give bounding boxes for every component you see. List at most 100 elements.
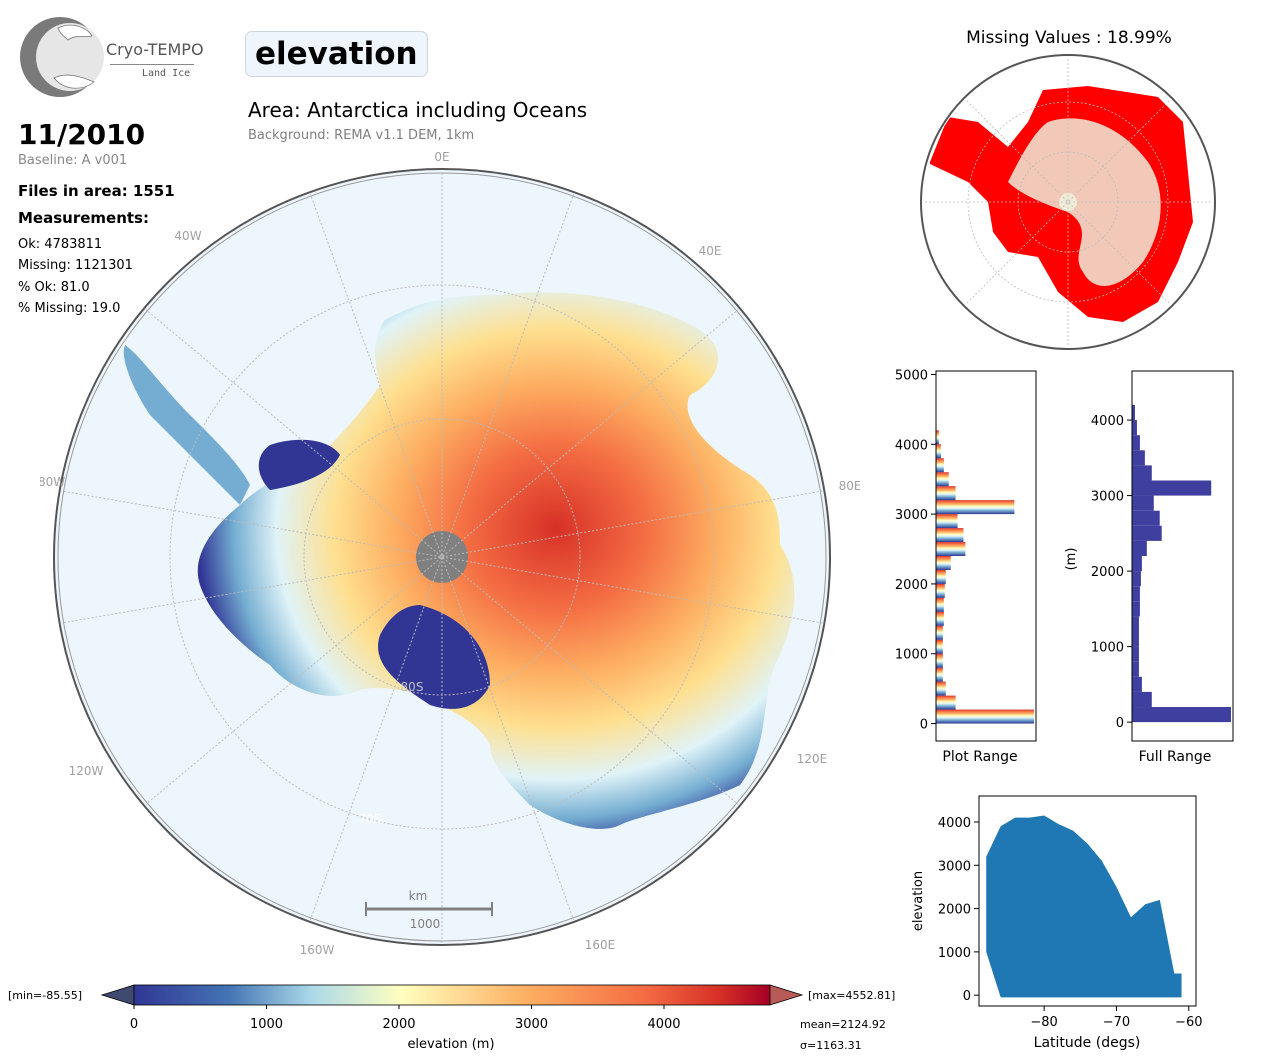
files-count: Files in area: 1551 bbox=[18, 182, 175, 200]
hist-plot-tick-label: 1000 bbox=[895, 648, 928, 663]
hist-full-bar bbox=[1132, 525, 1162, 541]
stat-pct-ok: % Ok: 81.0 bbox=[18, 280, 90, 295]
scatter-xtick-label: −80 bbox=[1030, 1015, 1057, 1030]
scatter-ytick-label: 2000 bbox=[938, 903, 971, 918]
hist-plot-bar bbox=[936, 528, 964, 543]
hist-plot-bar bbox=[936, 569, 946, 584]
scatter-elevation-latitude: −80 −70 −60 0 1000 2000 3000 4000 elevation Lat… bbox=[911, 795, 1202, 1051]
stat-missing: Missing: 1121301 bbox=[18, 258, 133, 273]
hist-full-bar bbox=[1132, 661, 1139, 677]
logo-divider bbox=[110, 64, 194, 65]
lon-label-120e: 120E bbox=[797, 752, 828, 766]
scale-value: 1000 bbox=[410, 917, 441, 931]
colorbar-label: elevation (m) bbox=[407, 1037, 494, 1052]
measurements-heading: Measurements: bbox=[18, 209, 149, 227]
hist-full-bar bbox=[1132, 556, 1142, 572]
histogram-full-range: 0 1000 2000 3000 4000 (m) Full Range bbox=[1064, 370, 1234, 765]
period-date: 11/2010 bbox=[18, 118, 146, 151]
scatter-ytick-label: 4000 bbox=[938, 816, 971, 831]
scatter-ytick-label: 0 bbox=[963, 989, 971, 1004]
histogram-full-range-xlabel: Full Range bbox=[1139, 749, 1212, 765]
stat-pct-missing: % Missing: 19.0 bbox=[18, 301, 121, 316]
elevation-map: 0E 40E 80E 120E 160E 160W 120W 80W 40W 8… bbox=[40, 150, 860, 957]
hist-plot-tick-label: 0 bbox=[920, 718, 928, 733]
baseline-label: Baseline: A v001 bbox=[18, 153, 128, 168]
colorbar-ticks: 0 1000 2000 3000 4000 bbox=[130, 1005, 681, 1032]
hist-full-bar bbox=[1132, 571, 1141, 587]
lat-label-70s: 70S bbox=[359, 812, 382, 826]
hist-full-bar bbox=[1132, 691, 1152, 708]
scatter-xtick-label: −60 bbox=[1175, 1015, 1202, 1030]
lon-label-160w: 160W bbox=[300, 943, 335, 957]
hist-plot-bar bbox=[936, 542, 966, 556]
hist-full-tick-label: 1000 bbox=[1091, 641, 1124, 656]
antarctic-peninsula bbox=[123, 345, 250, 505]
colorbar-sigma: σ=1163.31 bbox=[800, 1039, 862, 1052]
variable-title: elevation bbox=[245, 31, 428, 77]
missing-values-map bbox=[920, 54, 1216, 350]
hist-full-bar bbox=[1132, 465, 1152, 481]
lon-label-80e: 80E bbox=[839, 479, 860, 493]
hist-full-bar bbox=[1132, 435, 1140, 451]
colorbar-tick-label: 3000 bbox=[515, 1017, 548, 1032]
hist-full-tick-label: 3000 bbox=[1091, 490, 1124, 505]
scatter-ytick-label: 3000 bbox=[938, 859, 971, 874]
hist-full-tick-label: 2000 bbox=[1091, 565, 1124, 580]
scatter-xlabel: Latitude (degs) bbox=[1034, 1035, 1141, 1051]
hist-plot-bar bbox=[936, 472, 949, 487]
hist-full-bar bbox=[1132, 631, 1139, 647]
hist-plot-bar bbox=[936, 597, 944, 612]
hist-plot-bar bbox=[936, 486, 956, 501]
hist-plot-bar bbox=[936, 639, 943, 654]
hist-full-bar bbox=[1132, 540, 1147, 556]
hist-plot-bar bbox=[936, 583, 945, 598]
hist-plot-bar bbox=[936, 514, 958, 529]
ross-ice-shelf bbox=[378, 605, 490, 709]
lon-label-80w: 80W bbox=[40, 475, 65, 489]
hist-full-bar bbox=[1132, 420, 1137, 436]
histogram-plot-range-xlabel: Plot Range bbox=[942, 749, 1017, 765]
hist-plot-bar bbox=[936, 556, 951, 570]
logo-title: Cryo-TEMPO bbox=[106, 40, 204, 59]
hist-full-bar bbox=[1132, 707, 1231, 723]
hist-plot-bar bbox=[936, 667, 943, 682]
missing-values-title: Missing Values : 18.99% bbox=[966, 28, 1172, 48]
colorbar-tick-label: 1000 bbox=[250, 1017, 283, 1032]
hist-full-bar bbox=[1132, 404, 1135, 421]
hist-plot-bar bbox=[936, 444, 941, 459]
hist-full-bar bbox=[1132, 601, 1140, 617]
hist-plot-bar bbox=[936, 695, 956, 710]
scale-unit: km bbox=[409, 889, 428, 903]
hist-plot-tick-label: 3000 bbox=[895, 508, 928, 523]
logo-subtitle: Land Ice bbox=[142, 68, 191, 79]
hist-plot-bar bbox=[936, 500, 1015, 515]
colorbar-tick-label: 2000 bbox=[382, 1017, 415, 1032]
scatter-ylabel: elevation bbox=[911, 871, 926, 931]
antarctica-ice-sheet bbox=[197, 292, 795, 829]
hist-full-bar bbox=[1132, 495, 1154, 511]
hist-plot-tick-label: 5000 bbox=[895, 368, 928, 383]
scatter-point-cloud bbox=[986, 815, 1182, 998]
colorbar-min-label: [min=-85.55] bbox=[8, 989, 82, 1002]
lat-label-80s: 80S bbox=[401, 680, 424, 694]
lon-label-40e: 40E bbox=[699, 244, 722, 258]
map-longitude-labels: 0E 40E 80E 120E 160E 160W 120W 80W 40W bbox=[40, 150, 860, 957]
colorbar: [min=-85.55] [max=4552.81] 0 1000 2000 3000… bbox=[8, 984, 895, 1052]
hist-full-bar bbox=[1132, 646, 1139, 662]
hist-plot-bar bbox=[936, 458, 944, 473]
hist-full-bar bbox=[1132, 510, 1160, 526]
area-title: Area: Antarctica including Oceans bbox=[248, 98, 588, 122]
histogram-full-range-ylabel: (m) bbox=[1064, 548, 1079, 571]
hist-full-tick-label: 0 bbox=[1116, 716, 1124, 731]
background-note: Background: REMA v1.1 DEM, 1km bbox=[248, 128, 475, 143]
hist-full-bar bbox=[1132, 450, 1145, 466]
colorbar-tick-label: 4000 bbox=[647, 1017, 680, 1032]
hist-full-tick-label: 4000 bbox=[1091, 414, 1124, 429]
hist-plot-tick-label: 2000 bbox=[895, 578, 928, 593]
hist-plot-bar bbox=[936, 430, 939, 445]
lon-label-0e: 0E bbox=[434, 150, 449, 164]
colorbar-mean: mean=2124.92 bbox=[800, 1018, 886, 1031]
hist-full-bar bbox=[1132, 586, 1140, 602]
lon-label-160e: 160E bbox=[585, 938, 616, 952]
weddell-ice-shelf bbox=[258, 439, 340, 490]
